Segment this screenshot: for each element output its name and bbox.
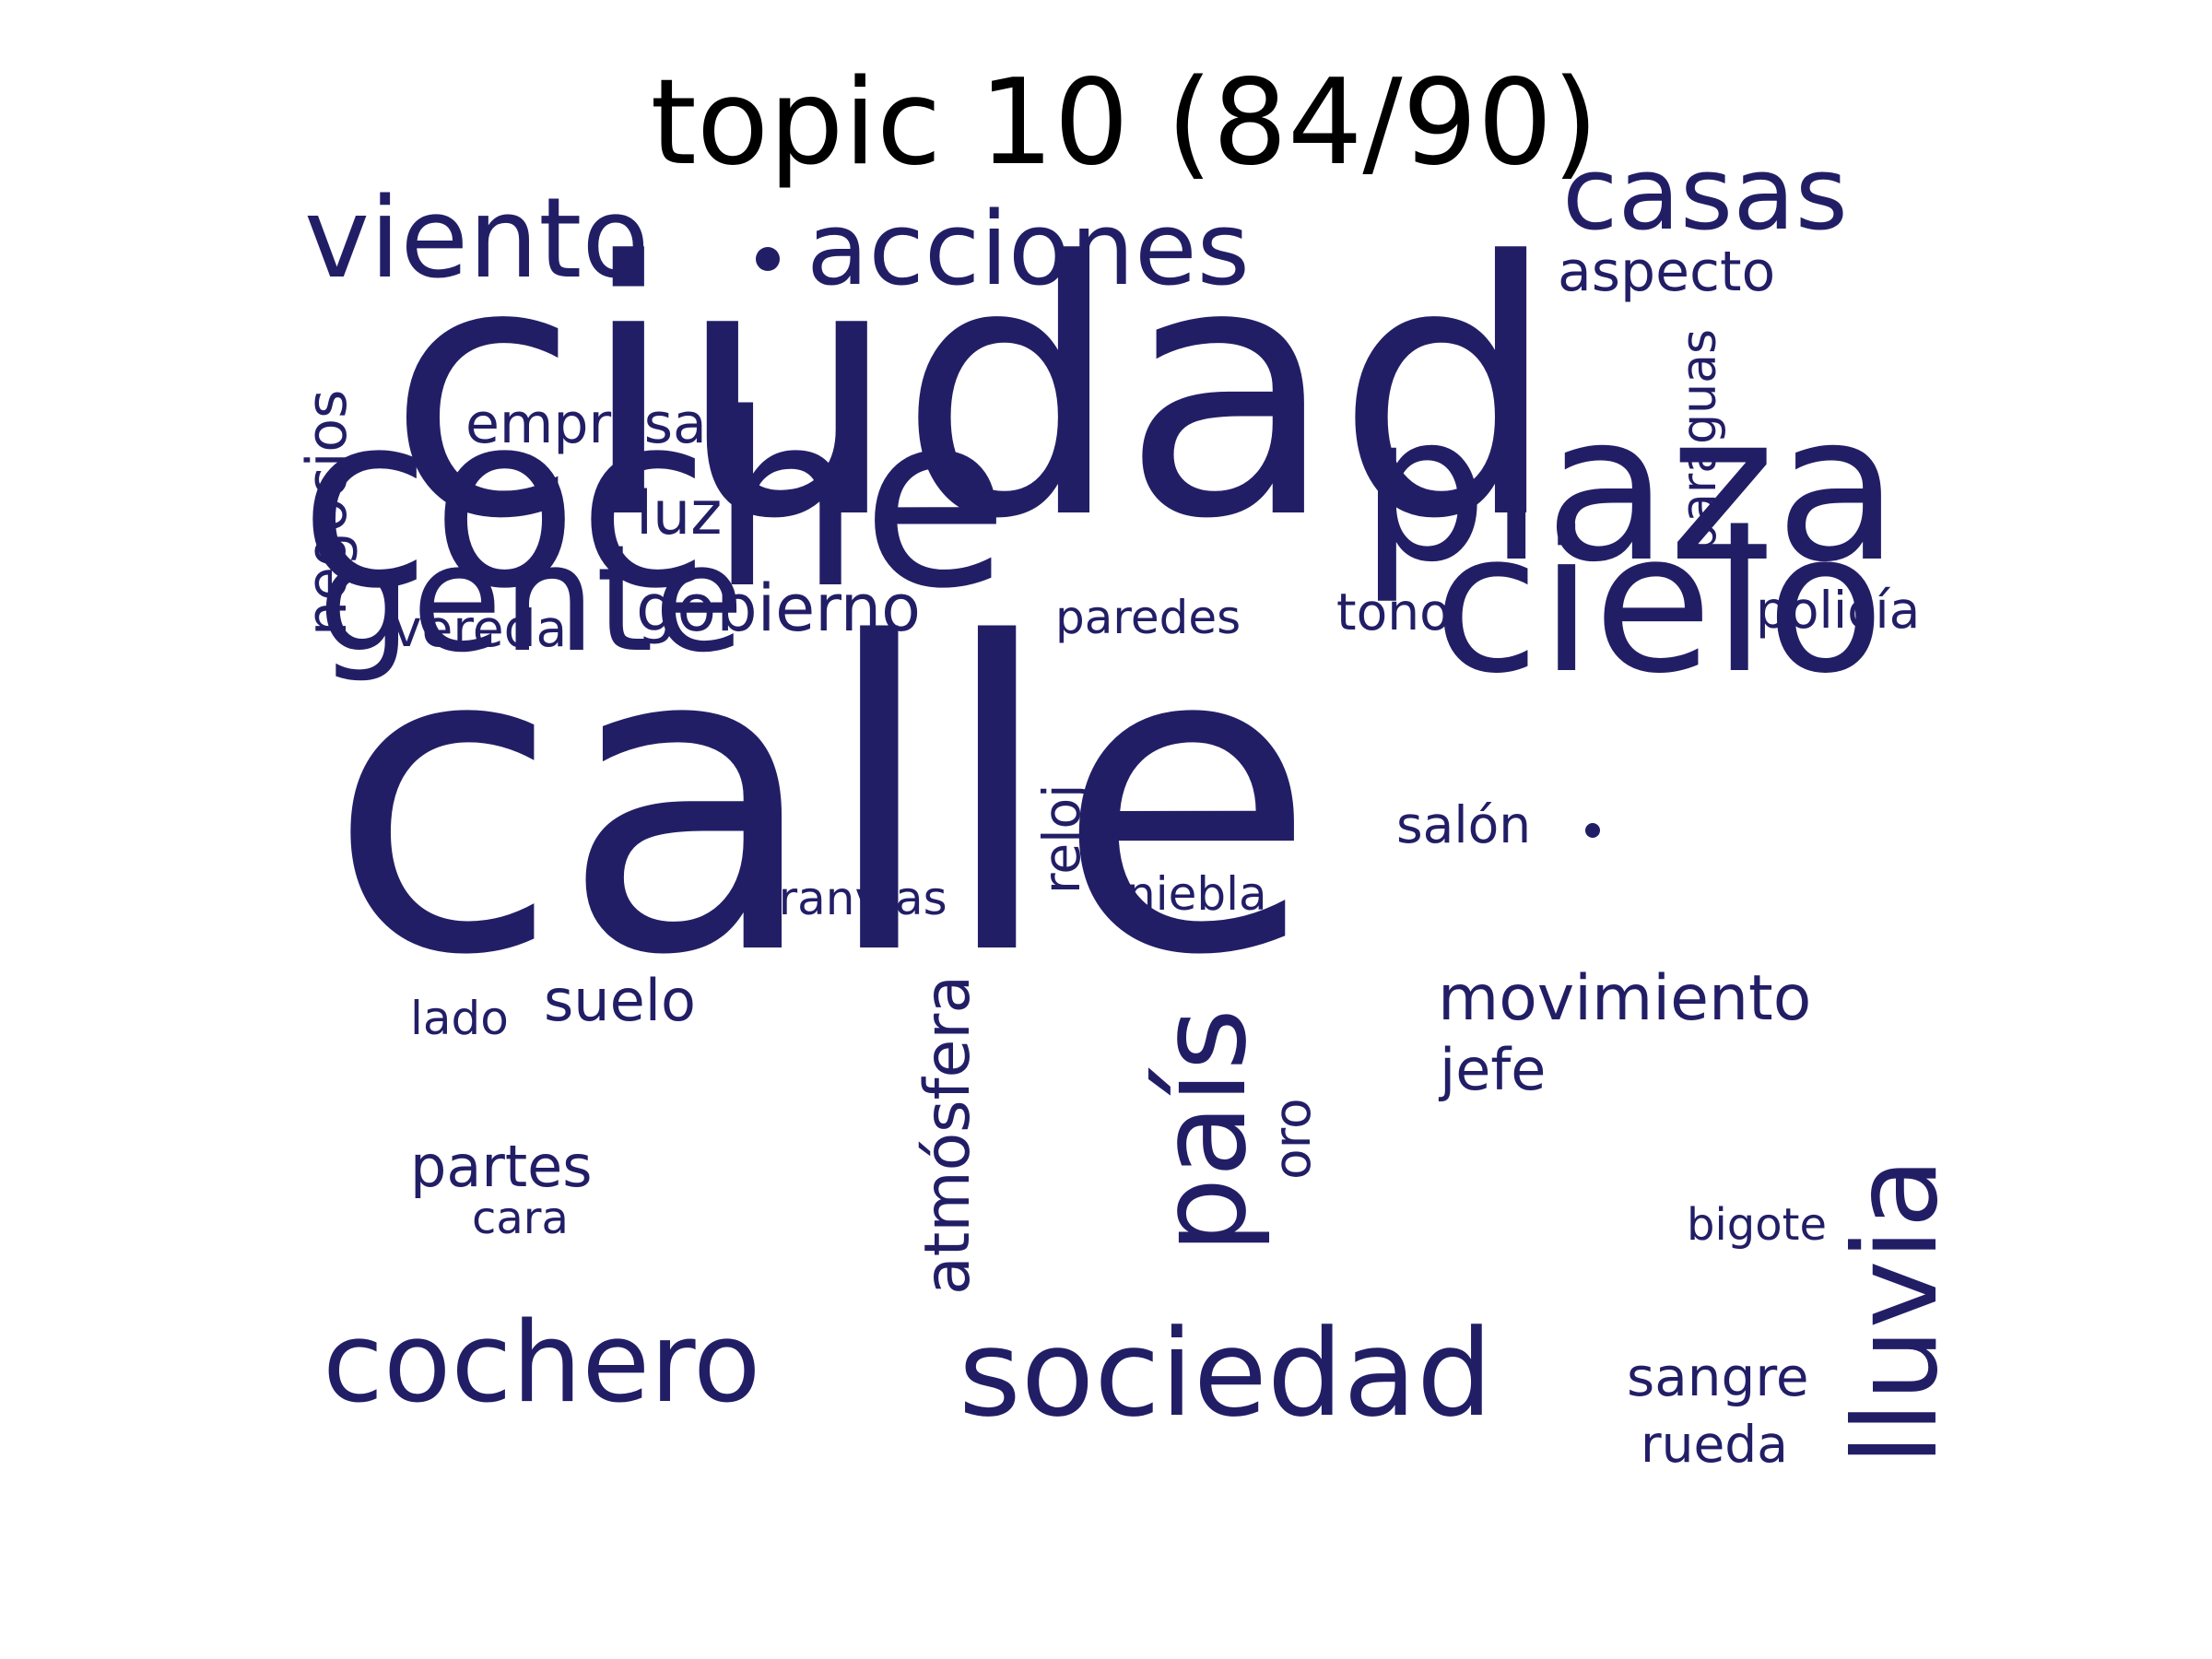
word-gente: gente — [318, 512, 745, 685]
word-movimiento: movimiento — [1438, 962, 1812, 1035]
word-viento: viento — [304, 175, 650, 303]
word-plaza: plaza — [1359, 371, 1900, 606]
word-coche: coche — [300, 363, 1009, 641]
word-partes: partes — [410, 1133, 593, 1200]
cloud-dot — [756, 247, 780, 271]
word-acciones: acciones — [806, 190, 1250, 308]
word-sociedad: sociedad — [959, 1303, 1493, 1443]
word-paredes: paredes — [1055, 591, 1241, 644]
word-ciudad: ciudad — [387, 187, 1559, 595]
word-cara: cara — [472, 1193, 569, 1244]
word-paraguas: paraguas — [1672, 328, 1727, 553]
word-cochero: cochero — [323, 1300, 761, 1428]
word-jefe: jefe — [1440, 1036, 1547, 1103]
word-vereda: vereda — [392, 599, 568, 658]
word-casas: casas — [1562, 135, 1848, 253]
word-pais: país — [1133, 1007, 1273, 1253]
word-niebla: niebla — [1126, 867, 1267, 921]
word-empresa: empresa — [465, 392, 707, 456]
word-gobierno: gobierno — [636, 571, 921, 646]
word-oro: oro — [1263, 1098, 1322, 1180]
word-rueda: rueda — [1641, 1415, 1788, 1474]
cloud-title: topic 10 (84/90) — [650, 54, 1599, 192]
word-aspecto: aspecto — [1558, 240, 1776, 304]
word-tranvias: tranvías — [760, 872, 947, 925]
word-cielo: cielo — [1433, 490, 1885, 716]
word-salon: salón — [1396, 795, 1532, 854]
word-reloj: reloj — [1032, 783, 1091, 894]
word-lluvia: lluvia — [1830, 1158, 1963, 1465]
word-luz: luz — [636, 479, 723, 548]
word-tono: tono — [1336, 582, 1451, 641]
word-atmosfera: atmósfera — [912, 974, 984, 1295]
word-bigote: bigote — [1687, 1199, 1827, 1251]
word-calle: calle — [327, 555, 1317, 1048]
cloud-dot — [1585, 823, 1600, 838]
word-negocios: negocios — [295, 389, 359, 636]
word-sangre: sangre — [1627, 1346, 1809, 1408]
word-suelo: suelo — [544, 967, 696, 1034]
word-policia: policía — [1756, 581, 1921, 640]
word-lado: lado — [410, 992, 509, 1045]
